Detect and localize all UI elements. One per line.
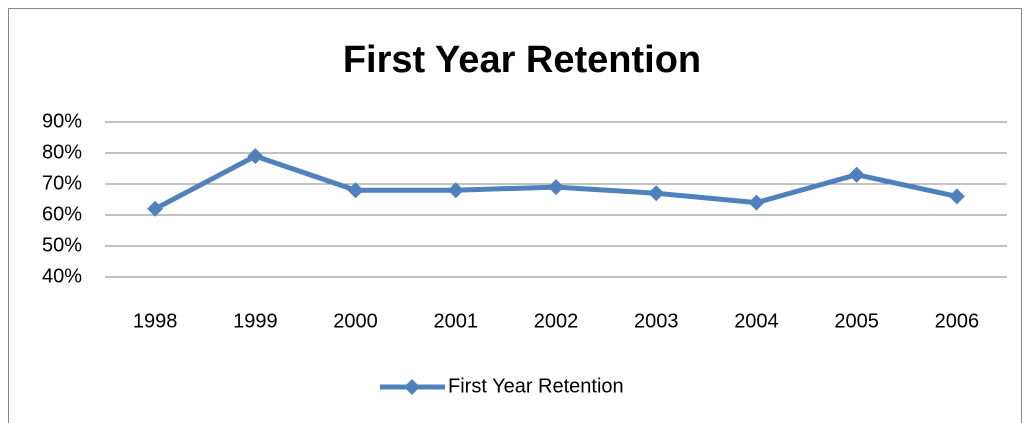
y-tick-label: 80% (42, 141, 82, 163)
x-tick-label: 2002 (534, 310, 579, 332)
x-tick-label: 2001 (434, 310, 479, 332)
marker (548, 179, 564, 196)
x-tick-label: 2006 (935, 310, 980, 332)
legend-label: First Year Retention (448, 375, 624, 397)
marker (147, 200, 164, 217)
marker (447, 182, 464, 199)
y-tick-label: 90% (42, 110, 82, 132)
marker (347, 182, 364, 199)
x-tick-label: 2003 (634, 310, 679, 332)
marker (848, 166, 865, 183)
marker (748, 194, 765, 211)
x-tick-label: 2000 (333, 310, 378, 332)
y-tick-label: 70% (42, 172, 82, 194)
x-tick-label: 1998 (133, 310, 178, 332)
chart-title: First Year Retention (343, 39, 701, 81)
marker (948, 188, 965, 205)
y-tick-label: 60% (42, 203, 82, 225)
legend-marker (404, 379, 420, 395)
y-tick-label: 40% (42, 265, 82, 287)
y-tick-label: 50% (42, 234, 82, 256)
chart-frame (8, 8, 1022, 423)
marker (648, 185, 665, 202)
x-tick-label: 2004 (734, 310, 779, 332)
x-tick-label: 2005 (834, 310, 879, 332)
x-tick-label: 1999 (233, 310, 278, 332)
marker (247, 148, 264, 165)
